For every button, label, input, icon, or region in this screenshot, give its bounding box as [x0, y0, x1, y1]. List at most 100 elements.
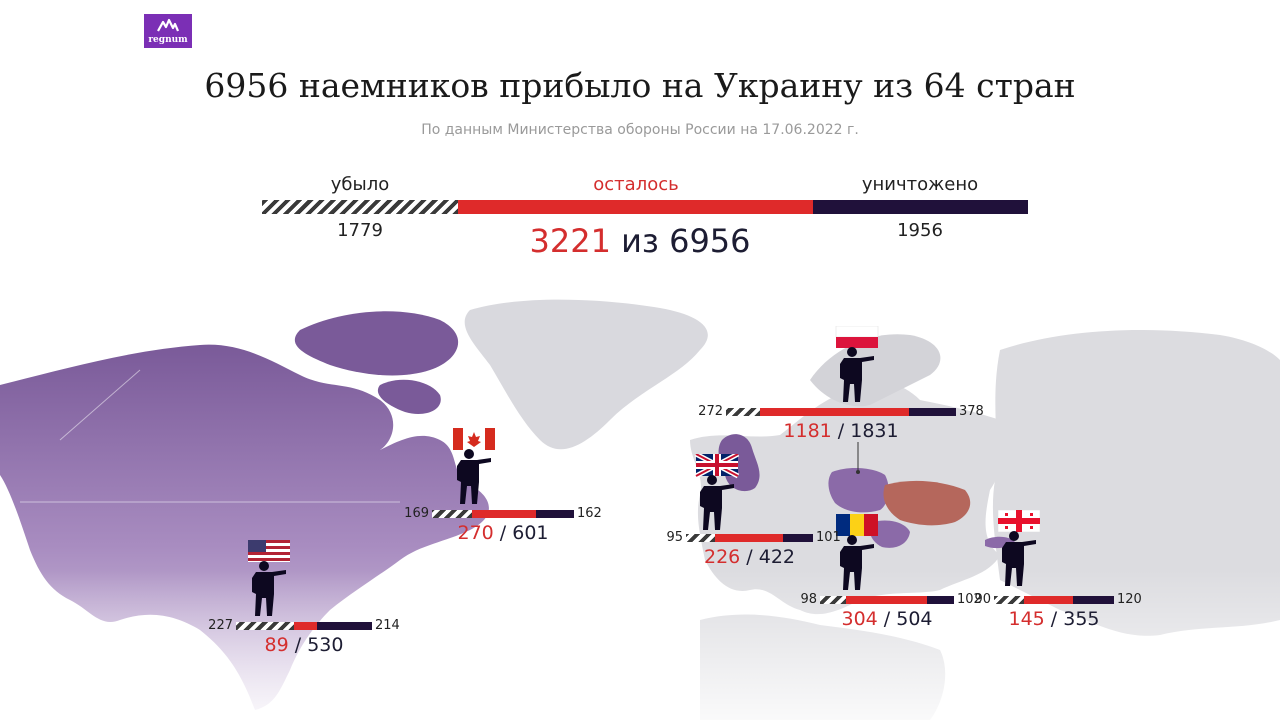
country-remaining-value: 145 [1008, 608, 1045, 630]
country-arrived-value: 1831 [850, 420, 899, 442]
page-subtitle: По данным Министерства обороны России на… [421, 122, 859, 138]
country-arrived-value: 422 [758, 546, 796, 568]
soldier-silhouette-icon [840, 535, 874, 590]
romania-soldier-figure [836, 514, 878, 590]
total-killed-value: 1779 [337, 220, 383, 241]
country-bar-destroyed-segment [317, 622, 372, 630]
canada-soldier-figure [453, 428, 495, 504]
country-stacked-bar [236, 622, 372, 630]
country-destroyed-value: 101 [816, 530, 841, 545]
country-arrived-value: 504 [896, 608, 933, 630]
country-bar-remaining-segment [1024, 596, 1074, 604]
legend-remaining-label: осталось [593, 174, 679, 195]
romania-flag-icon [836, 514, 878, 536]
soldier-silhouette-icon [840, 347, 874, 402]
country-bar-killed-segment [236, 622, 295, 630]
total-stacked-bar [262, 200, 1028, 214]
total-bar-remaining-segment [457, 200, 813, 214]
country-bar-killed-segment [686, 534, 715, 542]
country-bar-killed-segment [994, 596, 1025, 604]
country-bar-killed-segment [820, 596, 847, 604]
canada-flag-icon [453, 428, 495, 450]
country-separator: / [740, 546, 759, 568]
total-bar-destroyed-segment [812, 200, 1028, 214]
country-killed-value: 98 [800, 592, 817, 607]
uk-soldier-figure [694, 454, 740, 530]
country-remaining-of-total: 89 / 530 [265, 634, 344, 656]
country-killed-value: 95 [666, 530, 683, 545]
total-arrived-value: 6956 [669, 222, 751, 260]
country-stacked-bar [686, 534, 813, 542]
country-arrived-value: 530 [307, 634, 344, 656]
country-stacked-bar [994, 596, 1114, 604]
country-killed-value: 169 [404, 506, 429, 521]
total-remaining-summary: 3221 из 6956 [0, 222, 1280, 260]
country-remaining-of-total: 1181 / 1831 [783, 420, 898, 442]
total-bar-killed-segment [262, 200, 458, 214]
total-remaining-value: 3221 [529, 222, 611, 260]
country-remaining-of-total: 145 / 355 [1008, 608, 1099, 630]
country-separator: / [831, 420, 851, 442]
georgia-flag-icon [997, 510, 1041, 533]
regnum-logo[interactable]: regnum [144, 14, 192, 48]
country-remaining-value: 1181 [783, 420, 832, 442]
country-arrived-value: 601 [512, 522, 549, 544]
country-stat-poland: 272 378 1181 / 1831 [698, 404, 984, 442]
country-destroyed-value: 378 [959, 404, 984, 419]
country-remaining-of-total: 304 / 504 [841, 608, 932, 630]
poland-flag-icon [835, 326, 879, 348]
country-separator: / [877, 608, 897, 630]
country-killed-value: 272 [698, 404, 723, 419]
georgia-soldier-figure [997, 510, 1041, 586]
soldier-silhouette-icon [700, 475, 734, 530]
country-bar-remaining-segment [760, 408, 909, 416]
country-stacked-bar [726, 408, 956, 416]
legend-killed-label: убыло [330, 174, 390, 195]
legend-destroyed-label: уничтожено [861, 174, 979, 195]
logo-text: regnum [148, 35, 188, 45]
country-stat-romania: 98 102 304 / 504 [800, 592, 1010, 630]
map-fade-overlay [0, 290, 1280, 720]
country-bar-destroyed-segment [535, 510, 574, 518]
us-soldier-figure [248, 540, 290, 616]
country-bar-destroyed-segment [926, 596, 954, 604]
country-stat-uk: 95 101 226 / 422 [666, 530, 876, 568]
country-bar-remaining-segment [714, 534, 783, 542]
page-title: 6956 наемников прибыло на Украину из 64 … [204, 66, 1076, 105]
country-destroyed-value: 120 [1117, 592, 1142, 607]
country-stat-georgia: 90 120 145 / 355 [974, 592, 1184, 630]
country-remaining-of-total: 226 / 422 [704, 546, 795, 568]
total-of-word: из [621, 222, 659, 260]
country-arrived-value: 355 [1063, 608, 1100, 630]
country-bar-killed-segment [432, 510, 472, 518]
country-stacked-bar [820, 596, 954, 604]
country-remaining-value: 304 [841, 608, 878, 630]
country-remaining-value: 89 [264, 634, 289, 656]
country-bar-destroyed-segment [1073, 596, 1114, 604]
country-remaining-value: 270 [457, 522, 494, 544]
country-destroyed-value: 102 [957, 592, 982, 607]
soldier-silhouette-icon [457, 449, 491, 504]
soldier-silhouette-icon [1002, 531, 1036, 586]
country-bar-remaining-segment [471, 510, 536, 518]
country-destroyed-value: 214 [375, 618, 400, 633]
country-bar-remaining-segment [846, 596, 927, 604]
country-separator: / [493, 522, 513, 544]
country-separator: / [1044, 608, 1064, 630]
country-killed-value: 227 [208, 618, 233, 633]
country-remaining-value: 226 [703, 546, 741, 568]
country-stat-us: 227 214 89 / 530 [208, 618, 426, 656]
country-killed-value: 90 [974, 592, 991, 607]
country-bar-destroyed-segment [782, 534, 813, 542]
country-separator: / [288, 634, 308, 656]
soldier-silhouette-icon [252, 561, 286, 616]
country-bar-remaining-segment [294, 622, 318, 630]
total-destroyed-value: 1956 [897, 220, 943, 241]
country-stacked-bar [432, 510, 574, 518]
country-bar-killed-segment [726, 408, 761, 416]
country-destroyed-value: 162 [577, 506, 602, 521]
country-stat-canada: 169 162 270 / 601 [404, 506, 622, 544]
regnum-mountain-icon [157, 18, 179, 32]
world-map [0, 290, 1280, 720]
us-flag-icon [248, 540, 290, 562]
